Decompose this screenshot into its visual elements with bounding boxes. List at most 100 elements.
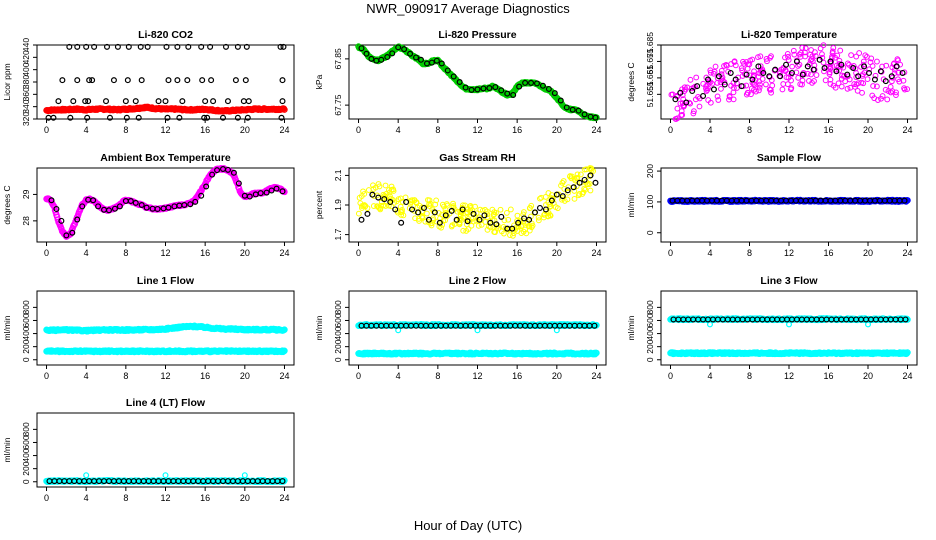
- data-point: [718, 85, 724, 92]
- data-point: [739, 67, 746, 74]
- data-point: [444, 67, 451, 74]
- data-point: [830, 44, 837, 51]
- data-point: [209, 171, 216, 178]
- data-point: [547, 203, 554, 210]
- data-point: [510, 91, 517, 98]
- data-point: [164, 114, 171, 121]
- x-tick-label: 8: [747, 125, 752, 135]
- data-point: [516, 83, 523, 90]
- data-point: [730, 89, 737, 96]
- data-point: [581, 176, 588, 183]
- y-tick-label: 360: [21, 87, 31, 101]
- data-point: [808, 71, 814, 78]
- data-point: [854, 87, 861, 94]
- y-axis-label: ml/min: [314, 315, 324, 340]
- data-point: [124, 77, 131, 84]
- figure-title: NWR_090917 Average Diagnostics: [366, 1, 570, 16]
- data-point: [374, 203, 381, 210]
- data-point: [199, 77, 206, 84]
- data-point: [138, 202, 145, 209]
- data-point: [415, 215, 422, 222]
- data-point: [135, 114, 142, 121]
- x-tick-label: 4: [396, 248, 401, 258]
- data-point: [111, 205, 118, 212]
- data-point: [827, 76, 834, 83]
- data-point: [577, 171, 584, 178]
- data-point: [887, 83, 894, 90]
- data-point: [686, 99, 693, 106]
- y-axis-label: ml/min: [626, 192, 636, 217]
- data-point: [208, 77, 215, 84]
- data-point: [468, 86, 475, 93]
- data-point: [689, 88, 696, 95]
- data-point: [587, 187, 594, 194]
- panel-title: Line 2 Flow: [449, 275, 507, 287]
- panel-title: Line 1 Flow: [137, 275, 195, 287]
- data-point: [873, 83, 880, 90]
- data-point: [420, 204, 427, 211]
- data-point: [497, 206, 504, 213]
- y-tick-label: 600: [333, 313, 343, 327]
- data-point: [436, 219, 443, 226]
- data-point: [74, 216, 81, 223]
- data-point: [417, 56, 424, 63]
- data-point: [381, 192, 388, 199]
- data-point: [114, 43, 121, 50]
- data-point: [382, 182, 389, 189]
- data-point: [451, 206, 458, 213]
- y-tick-label: 0: [21, 479, 31, 484]
- data-point: [470, 210, 477, 217]
- data-point: [862, 52, 869, 59]
- data-point: [574, 171, 581, 178]
- data-point: [401, 46, 408, 53]
- panel-title: Sample Flow: [757, 152, 822, 164]
- data-point: [459, 206, 466, 213]
- data-point: [755, 54, 761, 61]
- x-tick-label: 4: [707, 248, 712, 258]
- data-point: [751, 68, 757, 75]
- data-point: [105, 207, 112, 214]
- data-point: [234, 43, 241, 50]
- y-axis-label: ml/min: [2, 315, 12, 340]
- data-point: [795, 74, 802, 81]
- data-point: [563, 104, 570, 111]
- data-point: [796, 51, 803, 58]
- data-point: [559, 196, 565, 203]
- x-tick-label: 24: [591, 248, 601, 258]
- data-point: [476, 216, 483, 223]
- y-tick-label: 800: [333, 300, 343, 314]
- data-point: [48, 197, 55, 204]
- y-tick-label: 51.675: [645, 48, 655, 74]
- x-tick-label: 0: [356, 371, 361, 381]
- data-point: [448, 223, 455, 230]
- x-tick-label: 4: [707, 125, 712, 135]
- data-point: [895, 76, 901, 83]
- data-point: [690, 110, 697, 117]
- data-point: [535, 214, 542, 221]
- data-point: [69, 229, 76, 236]
- x-tick-label: 0: [668, 125, 673, 135]
- x-tick-label: 16: [823, 371, 833, 381]
- x-tick-label: 8: [123, 371, 128, 381]
- data-point: [464, 218, 471, 225]
- data-point: [804, 63, 811, 70]
- data-point: [693, 74, 700, 81]
- data-point: [492, 229, 498, 236]
- data-point: [893, 63, 900, 70]
- data-point: [738, 83, 745, 90]
- data-point: [681, 84, 688, 91]
- data-point: [503, 210, 510, 216]
- data-point: [816, 56, 823, 63]
- data-point: [743, 91, 750, 98]
- data-point: [462, 84, 469, 91]
- data-point: [571, 195, 578, 202]
- x-tick-label: 8: [435, 371, 440, 381]
- y-tick-label: 600: [21, 313, 31, 327]
- x-tick-label: 8: [435, 125, 440, 135]
- data-point: [431, 209, 438, 216]
- data-point: [438, 60, 445, 67]
- data-point: [848, 52, 854, 58]
- y-tick-label: 440: [21, 38, 31, 52]
- x-tick-label: 4: [84, 125, 89, 135]
